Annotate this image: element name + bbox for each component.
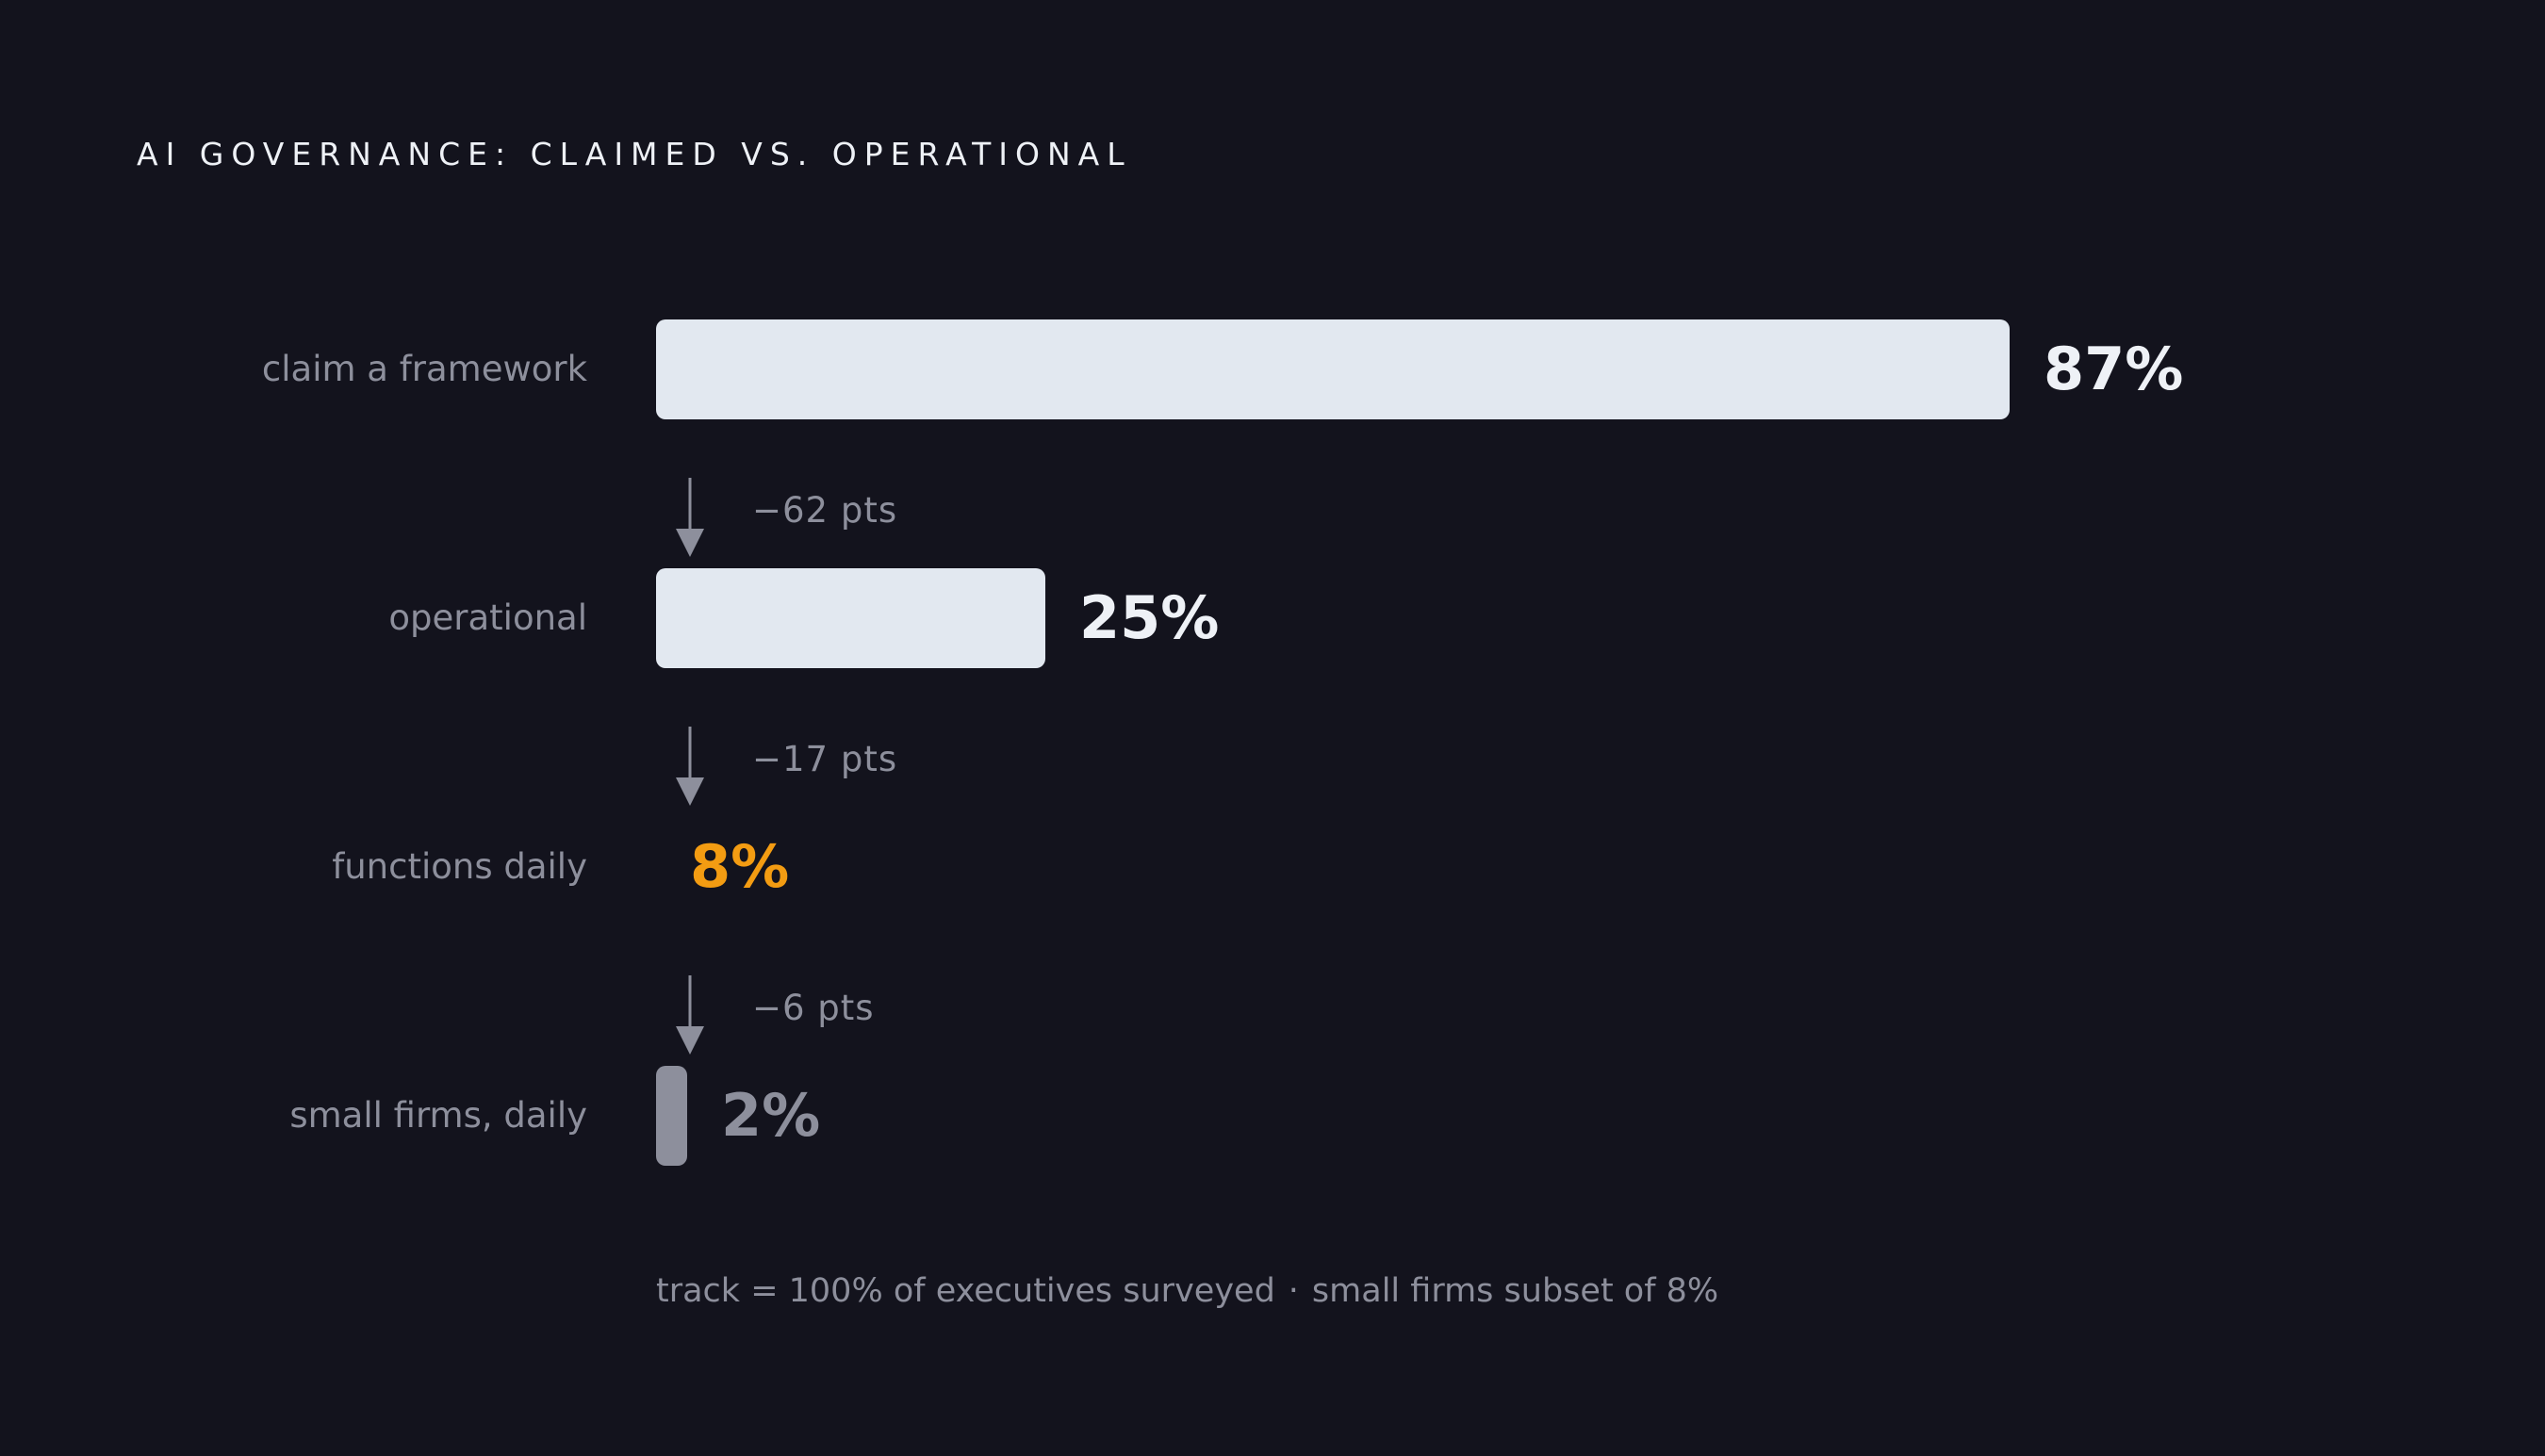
value-label-functions-daily: 8% [690, 832, 790, 901]
value-label-claim-a-framework: 87% [2044, 335, 2184, 403]
bar-operational [656, 568, 1045, 668]
drop-label: −62 pts [752, 490, 898, 531]
drop-label: −17 pts [752, 739, 898, 779]
bar-claim-a-framework [656, 319, 2010, 419]
drop-arrow-icon [676, 478, 704, 557]
chart-title: AI GOVERNANCE: CLAIMED VS. OPERATIONAL [137, 136, 1132, 172]
category-label-small-firms-daily: small firms, daily [289, 1095, 587, 1136]
category-label-operational: operational [388, 597, 587, 638]
value-label-operational: 25% [1079, 583, 1220, 652]
footnote-track-text: track = 100% of executives surveyed [656, 1272, 1275, 1310]
value-label-small-firms-daily: 2% [721, 1081, 821, 1150]
footnote-separator: · [1288, 1272, 1299, 1310]
drop-arrow-icon [676, 975, 704, 1055]
category-label-claim-a-framework: claim a framework [261, 349, 587, 389]
drop-arrow-icon [676, 727, 704, 806]
drop-label: −6 pts [752, 988, 875, 1028]
category-label-functions-daily: functions daily [332, 846, 587, 887]
chart-footnote: track = 100% of executives surveyed · smal… [656, 1272, 1718, 1310]
bar-small-firms-daily [656, 1066, 687, 1166]
footnote-subset-text: small firms subset of 8% [1311, 1272, 1719, 1310]
